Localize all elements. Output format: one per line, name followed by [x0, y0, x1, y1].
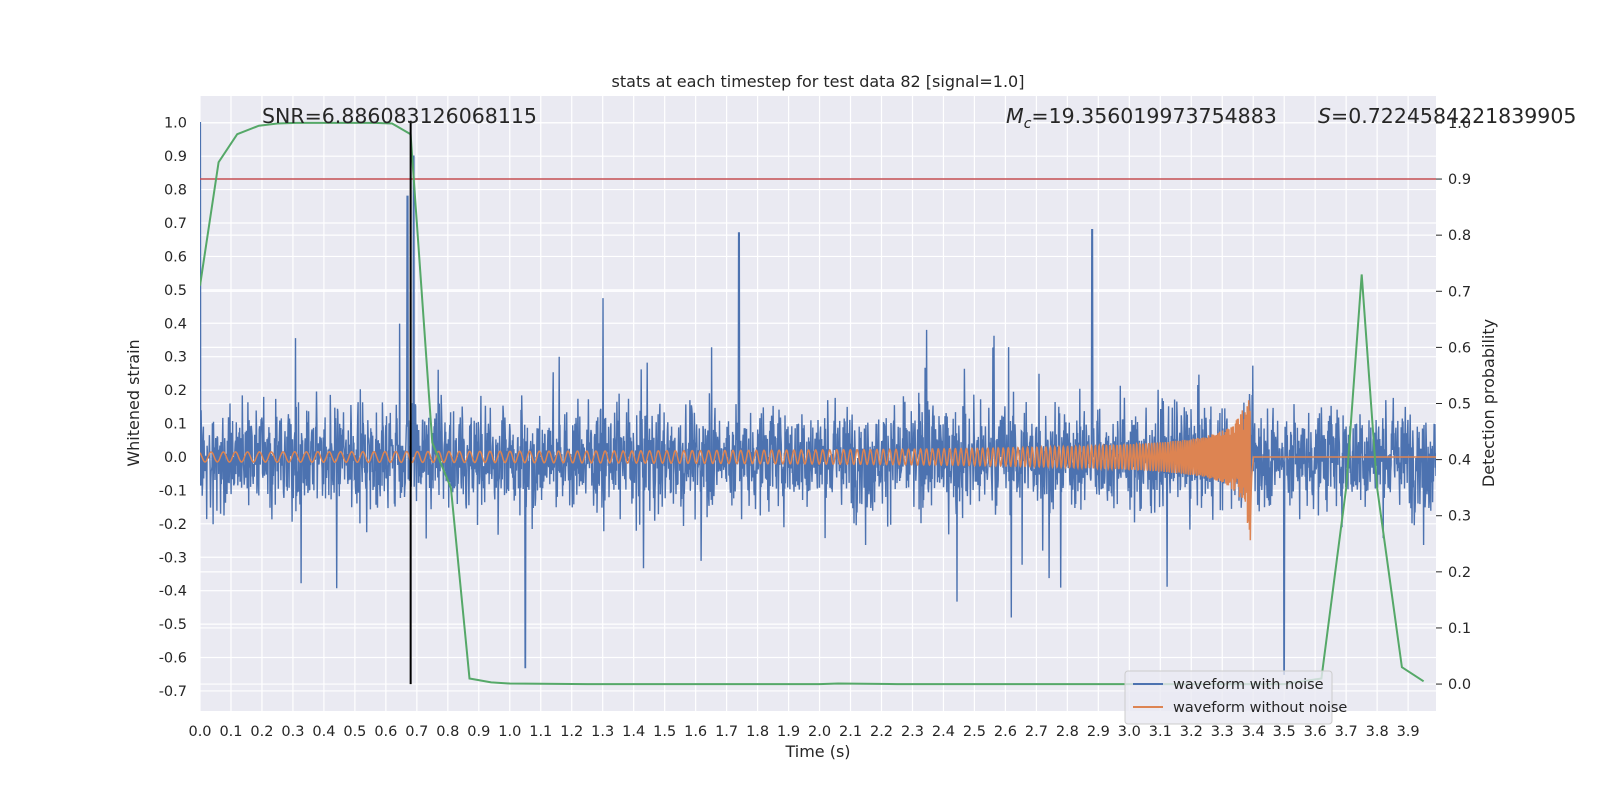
x-tick-label: 2.8 — [1056, 724, 1079, 740]
x-tick-label: 0.1 — [219, 724, 242, 740]
y-tick-label-left: 0.4 — [164, 316, 187, 332]
x-tick-label: 0.9 — [467, 724, 490, 740]
x-tick-label: 0.7 — [405, 724, 428, 740]
x-tick-label: 3.1 — [1149, 724, 1172, 740]
series-waveform-without-noise — [200, 400, 1436, 541]
y-tick-label-left: 0.3 — [164, 350, 187, 366]
x-tick-label: 3.3 — [1211, 724, 1234, 740]
y-tick-label-left: 0.2 — [164, 383, 187, 399]
x-tick-label: 2.3 — [901, 724, 924, 740]
y-tick-label-left: -0.3 — [159, 550, 187, 566]
x-tick-label: 1.3 — [591, 724, 614, 740]
y-tick-label-left: 0.1 — [164, 417, 187, 433]
x-tick-label: 2.2 — [870, 724, 893, 740]
chart-title: stats at each timestep for test data 82 … — [612, 72, 1025, 91]
x-tick-label: 3.5 — [1273, 724, 1296, 740]
y-tick-label-right: 0.6 — [1448, 340, 1471, 356]
y-axis-label-right: Detection probability — [1479, 319, 1498, 487]
chirp-mass-value: =19.356019973754883 — [1031, 104, 1276, 128]
y-tick-label-left: 1.0 — [164, 116, 187, 132]
legend-box — [1124, 670, 1333, 725]
y-tick-label-right: 0.4 — [1448, 453, 1471, 469]
x-tick-label: 1.7 — [715, 724, 738, 740]
x-tick-label: 2.5 — [963, 724, 986, 740]
y-tick-label-right: 0.9 — [1448, 172, 1471, 188]
y-tick-label-right: 0.8 — [1448, 228, 1471, 244]
x-tick-label: 2.6 — [994, 724, 1017, 740]
x-axis-label: Time (s) — [784, 742, 850, 761]
legend-label-clean: waveform without noise — [1173, 700, 1347, 716]
y-tick-label-left: 0.7 — [164, 216, 187, 232]
x-tick-label: 1.5 — [653, 724, 676, 740]
x-tick-label: 1.1 — [529, 724, 552, 740]
x-tick-label: 0.2 — [250, 724, 273, 740]
x-tick-label: 0.3 — [281, 724, 304, 740]
snr-annotation: SNR=6.886083126068115 — [262, 104, 537, 128]
x-tick-label: 3.6 — [1304, 724, 1327, 740]
x-tick-label: 2.0 — [808, 724, 831, 740]
y-tick-label-left: 0.0 — [164, 450, 187, 466]
series-layer — [200, 120, 1436, 686]
y-tick-label-right: 0.7 — [1448, 284, 1471, 300]
x-tick-label: 0.5 — [343, 724, 366, 740]
x-tick-label: 3.8 — [1366, 724, 1389, 740]
y-tick-label-left: 0.9 — [164, 149, 187, 165]
x-tick-label: 3.9 — [1397, 724, 1420, 740]
y-tick-label-left: -0.1 — [159, 483, 187, 499]
chirp-mass-subscript: c — [1024, 116, 1032, 132]
x-tick-label: 1.0 — [498, 724, 521, 740]
spin-annotation: S=0.7224584221839905 — [1318, 104, 1576, 128]
y-tick-label-left: -0.6 — [159, 651, 187, 667]
x-tick-label: 0.8 — [436, 724, 459, 740]
y-tick-label-right: 0.5 — [1448, 397, 1471, 413]
x-tick-label: 1.8 — [746, 724, 769, 740]
y-tick-label-right: 0.3 — [1448, 509, 1471, 525]
y-tick-label-left: -0.5 — [159, 617, 187, 633]
x-tick-label: 0.0 — [188, 724, 211, 740]
legend-label-noise: waveform with noise — [1173, 677, 1324, 693]
spin-symbol: S — [1318, 104, 1331, 128]
y-tick-label-left: 0.5 — [164, 283, 187, 299]
x-tick-label: 0.4 — [312, 724, 335, 740]
x-tick-label: 3.2 — [1180, 724, 1203, 740]
x-tick-label: 1.9 — [777, 724, 800, 740]
y-tick-label-left: 0.8 — [164, 183, 187, 199]
legend: waveform with noise waveform without noi… — [1124, 670, 1347, 725]
chirp-mass-annotation: Mc=19.356019973754883 — [1006, 104, 1277, 132]
y-tick-label-left: -0.2 — [159, 517, 187, 533]
x-tick-label: 2.4 — [932, 724, 955, 740]
x-tick-label: 1.6 — [684, 724, 707, 740]
x-tick-label: 2.1 — [839, 724, 862, 740]
x-tick-label: 1.4 — [622, 724, 645, 740]
y-tick-label-left: -0.7 — [159, 684, 187, 700]
y-tick-label-right: 0.0 — [1448, 677, 1471, 693]
chirp-mass-symbol: M — [1006, 104, 1024, 128]
x-tick-label: 3.7 — [1335, 724, 1358, 740]
x-tick-label: 3.4 — [1242, 724, 1265, 740]
y-tick-label-left: 0.6 — [164, 249, 187, 265]
y-tick-label-left: -0.4 — [159, 584, 187, 600]
y-tick-label-right: 0.1 — [1448, 621, 1471, 637]
x-tick-label: 0.6 — [374, 724, 397, 740]
y-axis-label-left: Whitened strain — [124, 339, 143, 466]
spin-value: =0.7224584221839905 — [1331, 104, 1576, 128]
y-tick-label-right: 1.0 — [1448, 116, 1471, 132]
tick-labels: 0.0 0.1 0.2 0.3 0.4 0.5 0.6 0.7 0.8 0.9 1.0 1.1 1.2 1… — [159, 116, 1471, 740]
x-tick-label: 2.9 — [1087, 724, 1110, 740]
y-tick-label-right: 0.2 — [1448, 565, 1471, 581]
x-tick-label: 2.7 — [1025, 724, 1048, 740]
x-tick-label: 1.2 — [560, 724, 583, 740]
x-tick-label: 3.0 — [1118, 724, 1141, 740]
